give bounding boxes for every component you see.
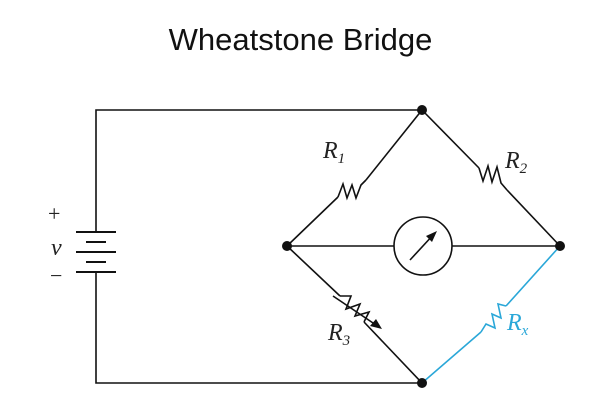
r1-label: R1: [322, 138, 345, 167]
junction-nodes: [282, 105, 565, 388]
r3-label: R3: [327, 320, 350, 349]
meter-branch: [287, 216, 560, 276]
battery-voltage-label: v: [51, 235, 62, 261]
r3-resistor: [340, 295, 371, 323]
bottom-wire: [95, 272, 422, 384]
r1-branch: [286, 109, 423, 247]
top-wire: [95, 109, 422, 232]
rx-letter: R: [506, 310, 522, 336]
diagram-title: Wheatstone Bridge: [168, 22, 433, 57]
battery: [76, 231, 116, 273]
r2-wire-lower: [506, 189, 561, 247]
rx-resistor: [480, 302, 507, 333]
r2-wire-upper: [421, 109, 480, 169]
r2-label: R2: [504, 148, 528, 177]
r1-wire-lower: [286, 196, 339, 247]
r3-branch: [286, 245, 423, 384]
r1-letter: R: [322, 138, 338, 164]
r3-subscript: 3: [342, 333, 351, 349]
r3-wire-upper: [286, 245, 341, 297]
r2-subscript: 2: [520, 161, 528, 177]
rx-wire-lower: [421, 331, 482, 384]
r3-variable-arrowhead: [370, 319, 382, 329]
r1-subscript: 1: [338, 151, 346, 167]
r3-wire-lower: [363, 321, 423, 384]
rx-label: Rx: [506, 310, 529, 339]
rx-branch: [421, 245, 561, 384]
r1-wire-upper: [365, 109, 423, 181]
r3-variable-arrow-shaft: [332, 295, 377, 326]
top-node: [417, 105, 427, 115]
bottom-node: [417, 378, 427, 388]
battery-plus-sign: +: [48, 201, 60, 226]
meter-needle-arrowhead: [426, 231, 437, 242]
r3-letter: R: [327, 320, 343, 346]
r2-letter: R: [504, 148, 520, 174]
r2-resistor: [478, 163, 508, 191]
rx-subscript: x: [521, 323, 529, 339]
outer-wires: [95, 109, 422, 384]
left-node: [282, 241, 292, 251]
right-node: [555, 241, 565, 251]
r1-resistor: [337, 179, 367, 201]
rx-wire-upper: [505, 245, 561, 307]
r2-branch: [421, 109, 561, 247]
battery-minus-sign: −: [50, 263, 62, 288]
